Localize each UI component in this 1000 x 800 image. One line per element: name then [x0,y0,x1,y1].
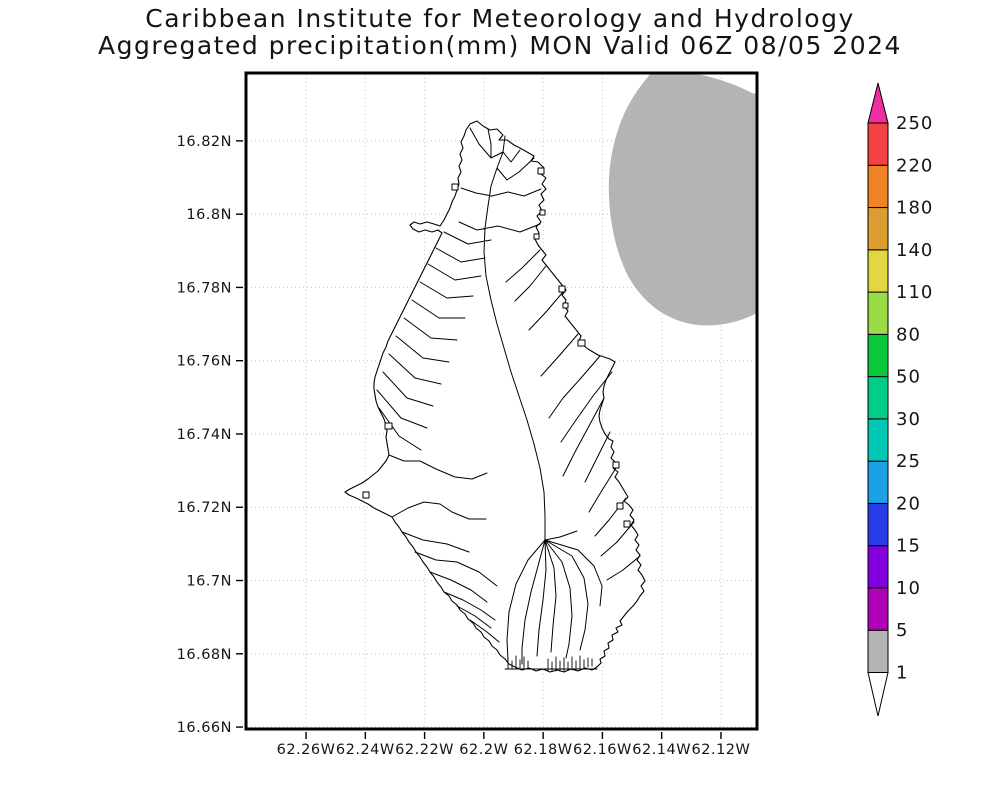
axis-layer: 62.26W 62.24W 62.22W 62.2W 62.18W 62.16W 62.14… [177,134,751,758]
colorbar-level-label: 1 [896,663,908,684]
lon-tick-label: 62.18W [514,742,573,758]
lat-tick-label: 16.68N [177,647,232,663]
colorbar-segment [867,587,889,631]
colorbar-segment [867,207,889,251]
map-frame [244,71,759,731]
lon-tick-label: 62.2W [459,742,508,758]
colorbar-segment [867,502,889,547]
colorbar-level-label: 5 [896,620,908,641]
lon-tick-label: 62.14W [632,742,691,758]
colorbar-level-label: 15 [896,536,921,557]
colorbar-arrow-below-min [867,672,889,717]
colorbar-level-label: 220 [896,155,933,176]
lat-tick-label: 16.66N [177,720,232,736]
watershed-boundaries [376,127,641,665]
lat-tick-label: 16.8N [186,207,232,223]
colorbar-segment [867,333,889,378]
colorbar-segment [867,629,889,673]
lat-tick-label: 16.78N [177,280,232,296]
chart-title-line1: Caribbean Institute for Meteorology and … [145,4,855,33]
chart-title-line2: Aggregated precipitation(mm) MON Valid 0… [98,31,902,60]
lat-tick-label: 16.76N [177,354,232,370]
lat-tick-label: 16.82N [177,134,232,150]
lat-tick-label: 16.7N [186,574,232,590]
colorbar-segment [867,418,889,462]
colorbar-level-label: 110 [896,282,933,303]
colorbar-arrow-above-max [867,82,889,124]
colorbar-level-label: 250 [896,113,933,134]
lon-tick-label: 62.12W [692,742,751,758]
precip-shading-layer [608,73,757,326]
colorbar-segment [867,122,889,166]
colorbar-level-label: 25 [896,451,921,472]
colorbar-level-label: 80 [896,324,921,345]
lon-tick-label: 62.16W [573,742,632,758]
colorbar-segment [867,376,889,420]
lon-tick-label: 62.24W [336,742,395,758]
south-coast-drainage-strips [504,655,598,672]
colorbar-segment [867,249,889,293]
colorbar-level-label: 180 [896,198,933,219]
colorbar-level-label: 20 [896,493,921,514]
colorbar-segment [867,291,889,335]
colorbar-level-label: 140 [896,240,933,261]
colorbar-level-label: 10 [896,578,921,599]
lon-tick-label: 62.26W [277,742,336,758]
coastal-basin-squares [362,167,631,528]
island-coastline [344,120,646,673]
lon-tick-label: 62.22W [395,742,454,758]
lat-tick-label: 16.72N [177,500,232,516]
colorbar-segment [867,460,889,504]
colorbar-segment [867,545,889,589]
island-layer [344,120,646,673]
colorbar-segment [867,164,889,209]
colorbar-level-label: 30 [896,409,921,430]
offshore-precip-area [608,73,757,326]
lat-tick-label: 16.74N [177,427,232,443]
colorbar-level-label: 50 [896,367,921,388]
